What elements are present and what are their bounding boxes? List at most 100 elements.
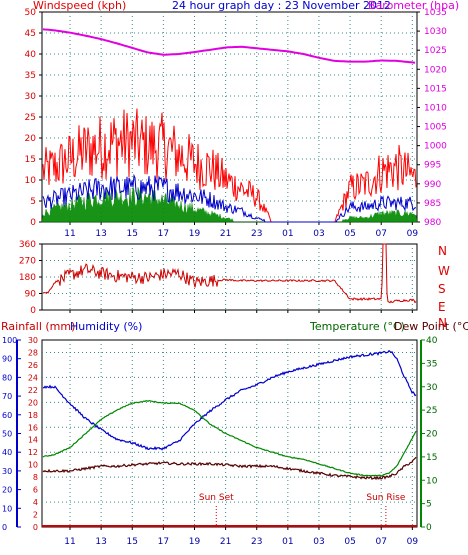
rain-y-tick-label: 24 bbox=[28, 373, 38, 382]
x-tick-label: 13 bbox=[95, 229, 106, 239]
temperature-series bbox=[42, 400, 417, 477]
rain-y-tick-label: 28 bbox=[28, 348, 38, 357]
right-y-tick-label: 1010 bbox=[424, 103, 447, 113]
rain-y-tick-label: 14 bbox=[28, 436, 38, 445]
direction-label: N bbox=[438, 316, 447, 330]
left-y-tick-label: 10 bbox=[25, 176, 37, 186]
direction-y-tick-label: 180 bbox=[19, 273, 36, 283]
right-y-tick-label: 1025 bbox=[424, 46, 447, 56]
right-y-tick-label: 1030 bbox=[424, 27, 447, 37]
x-tick-label: 11 bbox=[64, 229, 75, 239]
x-tick-label: 01 bbox=[282, 537, 293, 547]
x-tick-label: 17 bbox=[158, 537, 169, 547]
temperature-y-tick-label: 15 bbox=[426, 453, 437, 463]
gust-series bbox=[42, 108, 417, 223]
x-tick-label: 11 bbox=[64, 537, 75, 547]
rain-y-tick-label: 8 bbox=[33, 473, 38, 482]
right-y-tick-label: 1000 bbox=[424, 142, 447, 152]
rainfall-axis-label: Rainfall (mm) bbox=[1, 320, 75, 333]
rain-y-tick-label: 2 bbox=[33, 511, 38, 520]
humidity-y-tick-label: 60 bbox=[2, 411, 12, 420]
direction-label: E bbox=[438, 300, 446, 314]
temperature-y-tick-label: 5 bbox=[426, 500, 432, 510]
barometer-series bbox=[42, 28, 416, 64]
x-tick-label: 01 bbox=[282, 229, 293, 239]
humidity-y-tick-label: 10 bbox=[2, 504, 12, 513]
rain-y-tick-label: 0 bbox=[33, 523, 38, 532]
left-y-tick-label: 0 bbox=[30, 218, 36, 228]
left-y-tick-label: 45 bbox=[25, 29, 36, 39]
left-y-tick-label: 35 bbox=[25, 71, 36, 81]
x-tick-label: 13 bbox=[95, 537, 106, 547]
dewpoint-axis-label: Dew Point (°C) bbox=[394, 320, 468, 333]
right-y-tick-label: 1035 bbox=[424, 8, 447, 18]
humidity-y-tick-label: 0 bbox=[2, 523, 7, 532]
rain-y-tick-label: 16 bbox=[28, 423, 38, 432]
x-tick-label: 05 bbox=[344, 229, 355, 239]
x-tick-label: 05 bbox=[344, 537, 355, 547]
dewpoint-series bbox=[42, 456, 417, 481]
humidity-axis-label: Humidity (%) bbox=[70, 320, 142, 333]
right-y-tick-label: 990 bbox=[424, 180, 441, 190]
temperature-axis-label: Temperature (°C) bbox=[309, 320, 405, 333]
x-tick-label: 15 bbox=[127, 537, 138, 547]
left-y-tick-label: 20 bbox=[25, 134, 37, 144]
rain-y-tick-label: 12 bbox=[28, 448, 38, 457]
rain-y-tick-label: 20 bbox=[28, 398, 38, 407]
direction-y-tick-label: 360 bbox=[19, 240, 36, 250]
humidity-y-tick-label: 50 bbox=[2, 430, 12, 439]
windspeed-axis-label: Windspeed (kph) bbox=[33, 0, 126, 12]
direction-y-tick-label: 270 bbox=[19, 257, 36, 267]
direction-label: N bbox=[438, 244, 447, 258]
direction-label: W bbox=[438, 264, 450, 278]
chart-title: 24 hour graph day : 23 November 2012 bbox=[172, 0, 391, 12]
rain-y-tick-label: 30 bbox=[28, 336, 38, 345]
x-tick-label: 09 bbox=[407, 229, 419, 239]
x-tick-label: 07 bbox=[375, 537, 386, 547]
right-y-tick-label: 1005 bbox=[424, 123, 447, 133]
direction-label: S bbox=[438, 282, 446, 296]
left-y-tick-label: 30 bbox=[25, 92, 37, 102]
sunset-annotation: Sun Set bbox=[199, 493, 234, 503]
x-tick-label: 23 bbox=[251, 537, 262, 547]
x-tick-label: 17 bbox=[158, 229, 169, 239]
humidity-y-tick-label: 30 bbox=[2, 467, 12, 476]
right-y-tick-label: 995 bbox=[424, 161, 441, 171]
x-tick-label: 03 bbox=[313, 537, 324, 547]
humidity-series bbox=[42, 349, 417, 451]
x-tick-label: 23 bbox=[251, 229, 262, 239]
humidity-y-tick-label: 100 bbox=[2, 336, 17, 345]
minimum-wind-series bbox=[41, 186, 418, 223]
rain-y-tick-label: 6 bbox=[33, 486, 38, 495]
rain-y-tick-label: 18 bbox=[28, 411, 38, 420]
x-tick-label: 03 bbox=[313, 229, 324, 239]
rain-y-tick-label: 22 bbox=[28, 386, 38, 395]
humidity-temp-plot-area bbox=[41, 339, 418, 528]
wind-direction-series bbox=[42, 243, 417, 304]
humidity-y-tick-label: 90 bbox=[2, 355, 12, 364]
x-tick-label: 15 bbox=[127, 229, 138, 239]
direction-y-tick-label: 0 bbox=[30, 306, 36, 316]
temperature-y-tick-label: 35 bbox=[426, 359, 437, 369]
temperature-y-tick-label: 0 bbox=[426, 523, 432, 533]
rain-y-tick-label: 26 bbox=[28, 361, 38, 370]
x-tick-label: 21 bbox=[220, 229, 231, 239]
x-tick-label: 21 bbox=[220, 537, 231, 547]
temperature-y-tick-label: 25 bbox=[426, 406, 437, 416]
right-y-tick-label: 1020 bbox=[424, 65, 447, 75]
right-y-tick-label: 980 bbox=[424, 218, 441, 228]
temperature-y-tick-label: 10 bbox=[426, 476, 438, 486]
x-tick-label: 09 bbox=[407, 537, 419, 547]
humidity-y-tick-label: 70 bbox=[2, 392, 12, 401]
x-tick-label: 19 bbox=[189, 537, 201, 547]
x-tick-label: 19 bbox=[189, 229, 201, 239]
right-y-tick-label: 1015 bbox=[424, 84, 447, 94]
humidity-y-tick-label: 40 bbox=[2, 448, 12, 457]
left-y-tick-label: 50 bbox=[25, 8, 37, 18]
average-wind-series bbox=[42, 173, 416, 223]
direction-y-tick-label: 90 bbox=[25, 290, 37, 300]
left-y-tick-label: 15 bbox=[25, 155, 36, 165]
x-tick-label: 07 bbox=[375, 229, 386, 239]
